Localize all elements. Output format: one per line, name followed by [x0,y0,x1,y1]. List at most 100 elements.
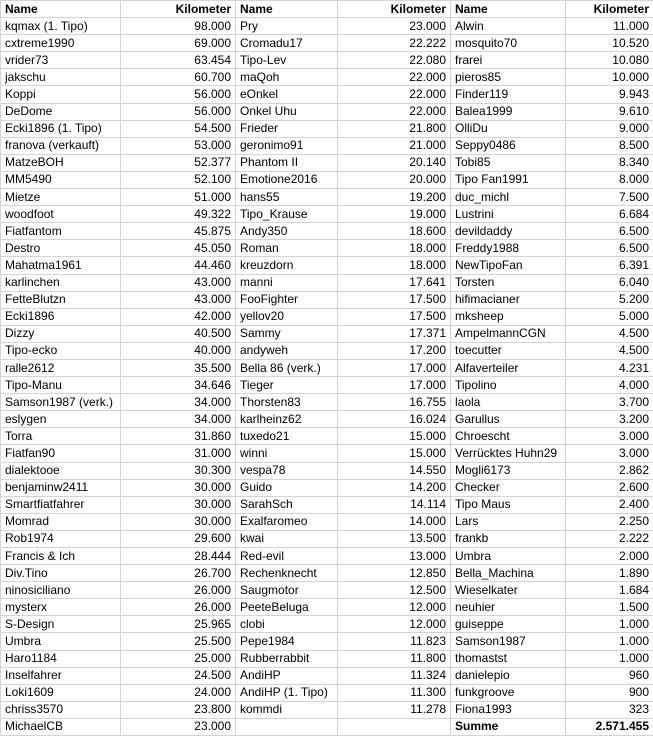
km-cell: 22.080 [337,51,451,70]
km-cell: 18.600 [337,222,451,241]
table-row: MM5490 52.100 Emotione2016 20.000 Tipo Fan19… [0,170,653,190]
name-cell: Mogli6173 [450,461,566,480]
name-cell: toecutter [450,341,566,360]
header-cell: Kilometer [337,0,451,19]
name-cell: mksheep [450,307,566,326]
name-cell: hans55 [235,188,338,207]
km-cell: 1.000 [565,649,653,668]
name-cell: Fiona1993 [450,700,566,719]
table-row: ninosiciliano 26.000 Saugmotor 12.500 Wiesel… [0,581,653,600]
km-cell: 40.500 [120,324,236,343]
name-cell: Fiatfan90 [0,444,121,463]
name-cell: Umbra [0,632,121,651]
name-cell: jakschu [0,68,121,87]
name-cell: Koppi [0,85,121,104]
km-cell: 56.000 [120,85,236,104]
name-cell: Haro1184 [0,649,121,668]
name-cell: woodfoot [0,205,121,224]
km-cell: 23.000 [337,17,451,36]
name-cell: Torra [0,427,121,446]
name-cell: Guido [235,478,338,497]
empty-cell [235,717,338,736]
name-cell: Alwin [450,17,566,36]
name-cell: Tipo-Manu [0,376,121,395]
table-row: kqmax (1. Tipo) 98.000 Pry 23.000 Alwin 11.00… [0,17,653,36]
header-cell: Kilometer [565,0,653,19]
name-cell: Bella 86 (verk.) [235,358,338,378]
km-cell: 323 [565,700,653,719]
name-cell: Tipo-Lev [235,51,338,70]
km-cell: 25.000 [120,649,236,668]
km-cell: 10.520 [565,34,653,53]
km-cell: 22.000 [337,85,451,104]
name-cell: cxtreme1990 [0,34,121,53]
table-row: Mietze 51.000 hans55 19.200 duc_michl 7.500 [0,188,653,207]
name-cell: Tobi85 [450,153,566,172]
name-cell: guiseppe [450,615,566,634]
km-cell: 34.000 [120,393,236,412]
table-row: woodfoot 49.322 Tipo_Krause 19.000 Lustrini 6… [0,205,653,224]
name-cell: MichaelCB [0,717,121,736]
km-cell: 2.400 [565,495,653,514]
km-cell: 1.500 [565,598,653,617]
name-cell: Tipo_Krause [235,205,338,224]
km-cell: 14.000 [337,512,451,531]
table-row: karlinchen 43.000 manni 17.641 Torsten 6.040 [0,273,653,292]
km-cell: 4.500 [565,341,653,360]
table-row: MichaelCB 23.000 Summe 2.571.455 [0,717,653,736]
km-cell: 17.500 [337,290,451,309]
name-cell: Tipo Maus [450,495,566,514]
km-cell: 6.391 [565,256,653,275]
name-cell: AndiHP [235,666,338,685]
km-cell: 14.200 [337,478,451,497]
km-cell: 40.000 [120,341,236,360]
name-cell: tuxedo21 [235,427,338,446]
name-cell: AmpelmannCGN [450,324,566,343]
name-cell: Wieselkater [450,581,566,600]
km-cell: 2.600 [565,478,653,497]
name-cell: neuhier [450,598,566,617]
km-cell: 25.500 [120,632,236,651]
name-cell: funkgroove [450,683,566,702]
km-cell: 12.000 [337,615,451,634]
name-cell: Rechenknecht [235,564,338,583]
header-cell: Name [235,0,338,19]
name-cell: Destro [0,239,121,258]
name-cell: Inselfahrer [0,666,121,685]
km-cell: 11.300 [337,683,451,702]
name-cell: Tipolino [450,376,566,395]
table-row: Dizzy 40.500 Sammy 17.371 AmpelmannCGN 4.500 [0,324,653,343]
name-cell: andyweh [235,341,338,360]
name-cell: Tipo-ecko [0,341,121,360]
name-cell: MatzeBOH [0,153,121,172]
name-cell: winni [235,444,338,463]
table-row: Div.Tino 26.700 Rechenknecht 12.850 Bella_Ma… [0,564,653,583]
km-cell: 2.862 [565,461,653,480]
km-cell: 10.080 [565,51,653,70]
name-cell: mysterx [0,598,121,617]
km-cell: 30.000 [120,495,236,514]
km-cell: 21.800 [337,119,451,138]
km-cell: 18.000 [337,239,451,258]
km-cell: 9.610 [565,102,653,121]
km-cell: 16.024 [337,410,451,429]
km-cell: 12.000 [337,598,451,617]
km-cell: 42.000 [120,307,236,326]
table-row: Fiatfan90 31.000 winni 15.000 Verrücktes Huh… [0,444,653,463]
name-cell: laola [450,393,566,412]
empty-cell [337,717,451,736]
km-cell: 24.500 [120,666,236,685]
km-cell: 34.646 [120,376,236,395]
km-cell: 3.700 [565,393,653,412]
name-cell: Samson1987 [450,632,566,651]
km-cell: 3.200 [565,410,653,429]
km-cell: 22.222 [337,34,451,53]
name-cell: PeeteBeluga [235,598,338,617]
km-cell: 20.140 [337,153,451,172]
table-row: Momrad 30.000 Exalfaromeo 14.000 Lars 2.250 [0,512,653,531]
name-cell: SarahSch [235,495,338,514]
name-cell: benjaminw2411 [0,478,121,497]
name-cell: Rob1974 [0,529,121,549]
table-row: Koppi 56.000 eOnkel 22.000 Finder119 9.943 [0,85,653,104]
